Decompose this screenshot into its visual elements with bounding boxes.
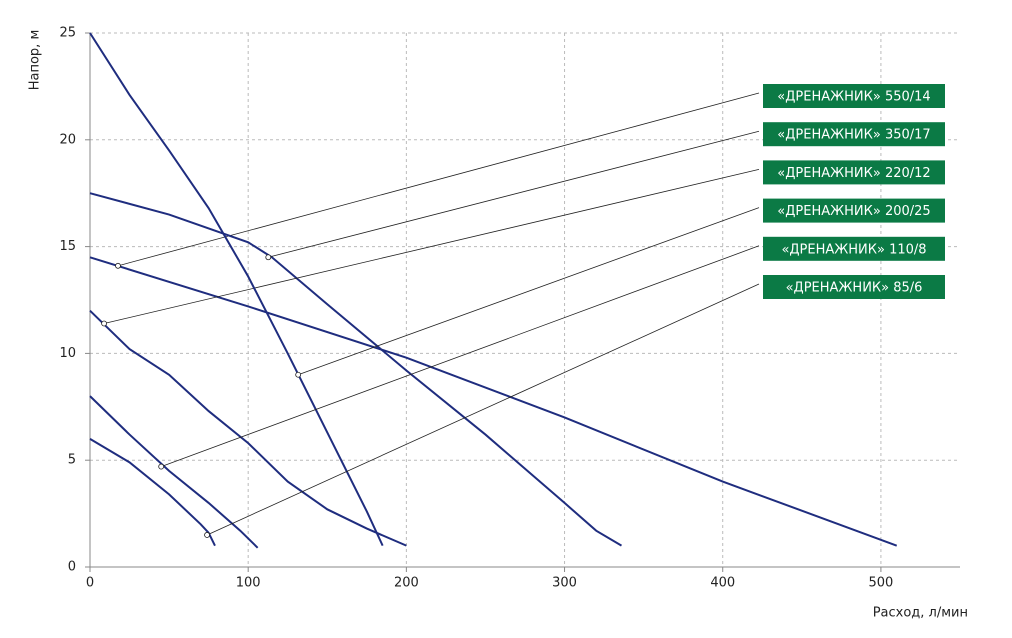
y-axis-title: Напор, м (28, 30, 43, 91)
legend-label: «ДРЕНАЖНИК» 220/12 (777, 166, 930, 181)
y-tick-label: 20 (59, 132, 76, 147)
label-point (115, 262, 121, 269)
curve (89, 395, 259, 549)
label-box (763, 160, 945, 185)
leader-line (117, 92, 760, 267)
x-tick-label: 100 (236, 576, 261, 591)
label-box (763, 198, 945, 223)
y-tick-label: 5 (68, 453, 76, 468)
legend-label: «ДРЕНАЖНИК» 110/8 (781, 242, 926, 257)
legend-label: «ДРЕНАЖНИК» 200/25 (777, 204, 930, 219)
y-tick-label: 10 (59, 346, 76, 361)
y-tick-label: 25 (59, 26, 76, 41)
leader-line (103, 169, 760, 324)
curve (89, 309, 407, 547)
x-tick-label: 200 (394, 576, 419, 591)
y-tick-label: 0 (68, 560, 76, 575)
label-point (265, 254, 272, 261)
label-point (158, 463, 165, 470)
label-box (763, 275, 945, 299)
leader-line (268, 130, 760, 258)
leader-line (298, 207, 760, 376)
label-point (101, 320, 107, 327)
label-box (763, 84, 945, 108)
x-tick-label: 500 (868, 576, 893, 591)
label-box (763, 236, 945, 261)
x-tick-label: 400 (710, 576, 735, 591)
x-axis-title: Расход, л/мин (873, 606, 968, 621)
leader-line (161, 245, 760, 467)
label-point (204, 532, 210, 538)
curve (89, 256, 898, 547)
x-tick-label: 300 (552, 576, 577, 591)
legend-label: «ДРЕНАЖНИК» 85/6 (786, 281, 923, 296)
label-point (295, 371, 302, 378)
x-tick-label: 0 (86, 576, 94, 591)
legend-label: «ДРЕНАЖНИК» 550/14 (777, 90, 930, 105)
label-box (763, 122, 945, 147)
curve (89, 32, 384, 547)
curve (89, 192, 622, 547)
legend-label: «ДРЕНАЖНИК» 350/17 (777, 128, 930, 143)
leader-line (206, 283, 760, 536)
y-tick-label: 15 (59, 239, 76, 254)
